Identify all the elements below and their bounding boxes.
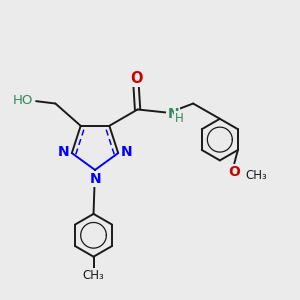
Text: H: H	[175, 112, 184, 125]
Text: O: O	[130, 71, 142, 86]
Text: CH₃: CH₃	[83, 268, 104, 282]
Text: CH₃: CH₃	[245, 169, 267, 182]
Text: O: O	[228, 165, 240, 179]
Text: N: N	[58, 145, 69, 159]
Text: HO: HO	[13, 94, 33, 107]
Text: N: N	[121, 145, 132, 159]
Text: N: N	[90, 172, 101, 186]
Text: N: N	[168, 107, 179, 121]
